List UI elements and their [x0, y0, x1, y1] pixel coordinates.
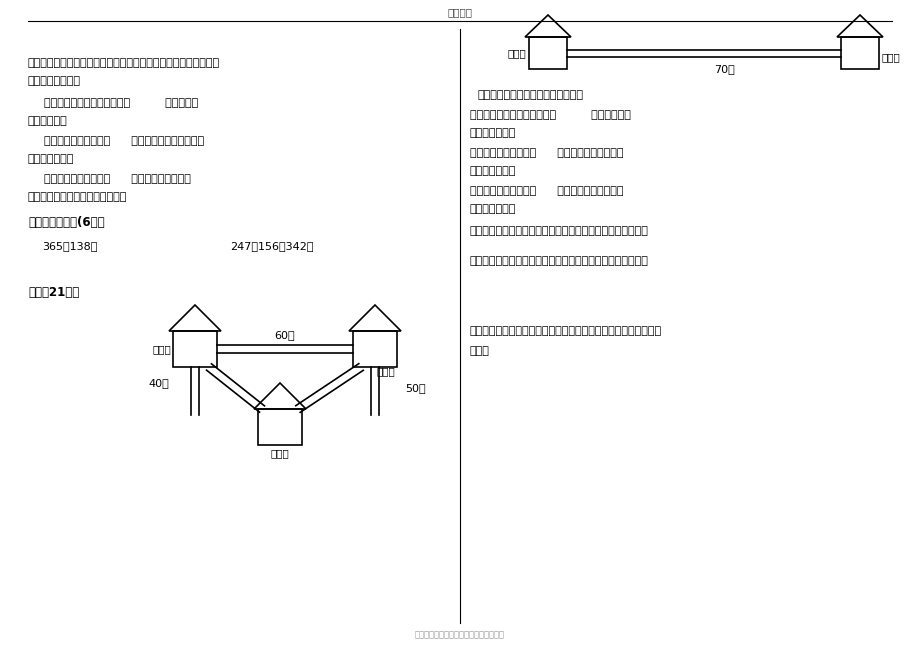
- Text: ）走到小猴家。: ）走到小猴家。: [470, 204, 516, 214]
- Bar: [173, 331, 217, 367]
- Bar: [257, 409, 301, 445]
- Text: 70米: 70米: [713, 64, 733, 74]
- Text: ）走到电影院。: ）走到电影院。: [28, 154, 74, 164]
- Text: ）走到小猴家。: ）走到小猴家。: [470, 166, 516, 176]
- Text: 365＋138＝: 365＋138＝: [42, 241, 97, 251]
- Text: 精品文档: 精品文档: [447, 7, 472, 17]
- Text: 40米: 40米: [149, 378, 169, 388]
- Text: 60米: 60米: [275, 330, 295, 340]
- Text: ）走到书店，再向北走到电影院。: ）走到书店，再向北走到电影院。: [28, 192, 127, 202]
- Text: 50米: 50米: [404, 383, 425, 393]
- Text: ⑵从甜品屋出发，向（      ）走到街心花园，再向（: ⑵从甜品屋出发，向（ ）走到街心花园，再向（: [44, 136, 204, 146]
- Text: 小猪家: 小猪家: [152, 344, 171, 354]
- Text: ⑷在上面三种走法中，你觉得小猪怎样走，到小猴家会近些？: ⑷在上面三种走法中，你觉得小猪怎样走，到小猴家会近些？: [470, 226, 648, 236]
- Text: ⑴小猪从家出发，向南走到（          ）家，再向（: ⑴小猪从家出发，向南走到（ ）家，再向（: [470, 110, 630, 120]
- Bar: [528, 37, 566, 69]
- Text: 解答）: 解答）: [470, 346, 489, 356]
- Text: 七、（21分）: 七、（21分）: [28, 286, 79, 299]
- Text: ）走到电影院: ）走到电影院: [28, 116, 68, 126]
- Text: ⑸算一算，小猪从家出发，经过小鹿家到小猴家要走多少米。: ⑸算一算，小猪从家出发，经过小鹿家到小猴家要走多少米。: [470, 256, 648, 266]
- Text: 247＋156＋342＝: 247＋156＋342＝: [230, 241, 313, 251]
- Text: ⑴从甜品屋出发，向北走到（          ），再向（: ⑴从甜品屋出发，向北走到（ ），再向（: [44, 98, 198, 108]
- Text: 行走路线填完整。: 行走路线填完整。: [28, 76, 81, 86]
- Text: 小狗家: 小狗家: [377, 366, 395, 376]
- Text: ⑶小猪从家出发，向（      ）走到小兔家，再向（: ⑶小猪从家出发，向（ ）走到小兔家，再向（: [470, 186, 623, 196]
- Text: 小鹿家: 小鹿家: [506, 48, 526, 58]
- Text: 红红从甜品屋出发到电影院，她可以有下面几种走法。请把红红的: 红红从甜品屋出发到电影院，她可以有下面几种走法。请把红红的: [28, 58, 220, 68]
- Text: 小猪要到小猴家玩，它可以怎么走？: 小猪要到小猴家玩，它可以怎么走？: [478, 90, 584, 100]
- Text: 六、列竖式计算(6分）: 六、列竖式计算(6分）: [28, 217, 105, 230]
- Text: ⑶从甜品屋出发，向（      ）走到花店，再向（: ⑶从甜品屋出发，向（ ）走到花店，再向（: [44, 174, 190, 184]
- Bar: [353, 331, 397, 367]
- Text: 小兔家: 小兔家: [270, 448, 289, 458]
- Text: 来源于网络，如有侵权请联系管理员删除: 来源于网络，如有侵权请联系管理员删除: [414, 631, 505, 639]
- Bar: [840, 37, 878, 69]
- Text: ⑹小狗从家出发，到小鹿家去玩。你觉得它怎样走近些？（用算式: ⑹小狗从家出发，到小鹿家去玩。你觉得它怎样走近些？（用算式: [470, 326, 662, 336]
- Text: 小猴家: 小猴家: [881, 52, 900, 62]
- Text: ）走到小猴家。: ）走到小猴家。: [470, 128, 516, 138]
- Text: ⑵小猪从家出发，向（      ）走到小狗家，再向（: ⑵小猪从家出发，向（ ）走到小狗家，再向（: [470, 148, 623, 158]
